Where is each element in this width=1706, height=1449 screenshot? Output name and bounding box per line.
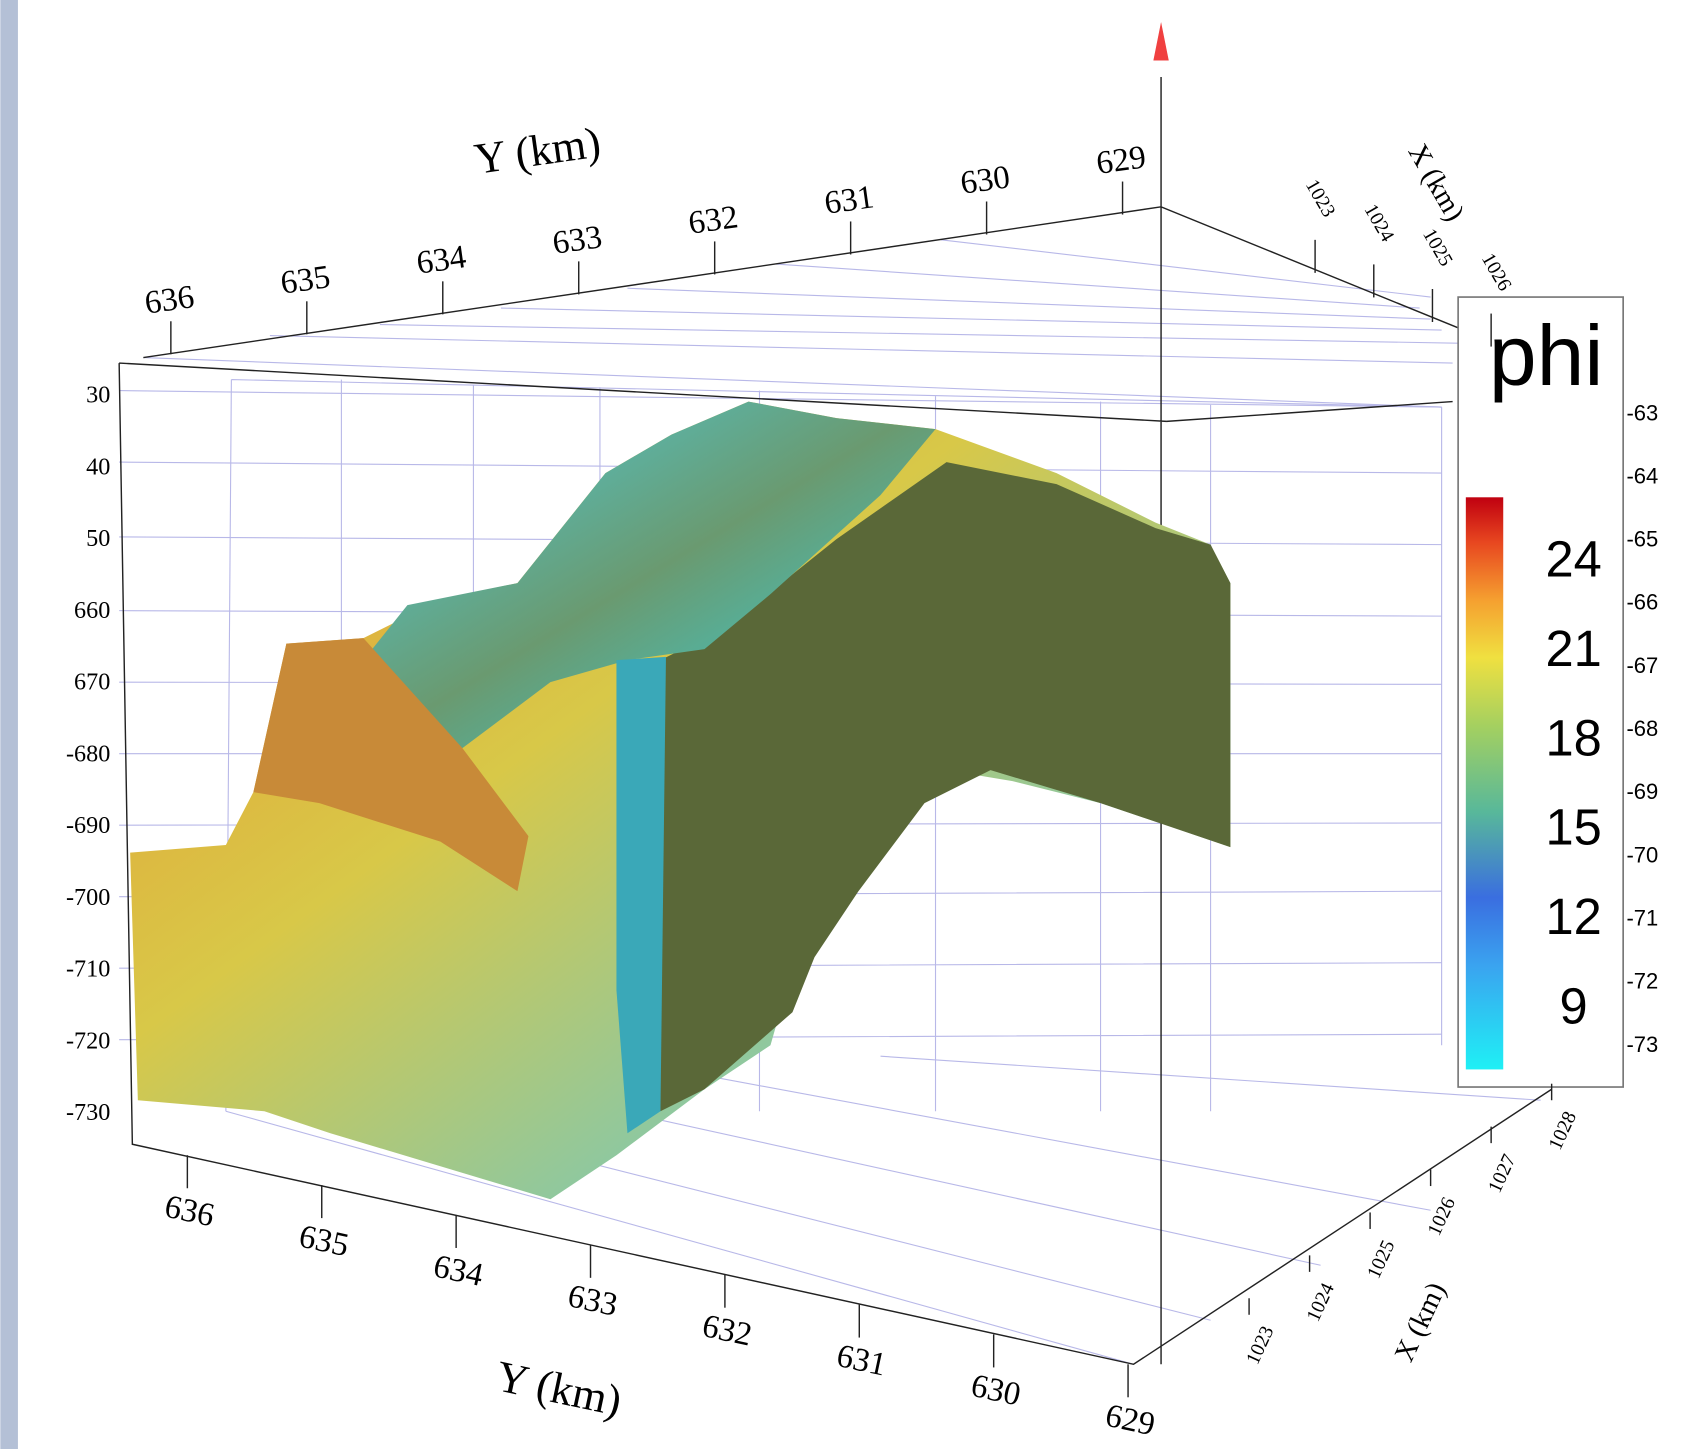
right-z-axis-tick-label: -65	[1626, 527, 1658, 552]
top-x-axis-tick-label: 1026	[1477, 249, 1516, 294]
top-y-axis-tick-label: 632	[686, 199, 740, 242]
right-z-axis-tick-label: -68	[1626, 716, 1658, 741]
colorbar-tick-label: 18	[1546, 709, 1602, 766]
left-z-axis-tick-label: -730	[66, 1099, 110, 1126]
right-z-axis-tick-label: -63	[1626, 400, 1658, 425]
left-z-axis-tick-label: -690	[66, 812, 110, 839]
colorbar-title: phi	[1489, 308, 1604, 404]
top-y-axis-tick-label: 634	[414, 239, 468, 282]
bottom-x-axis-tick-label: 1028	[1544, 1108, 1581, 1153]
axis-arrow	[1153, 22, 1169, 61]
colorbar-tick-label: 9	[1560, 977, 1588, 1034]
right-z-axis-tick-label: -67	[1626, 653, 1658, 678]
left-z-axis-tick-label: -720	[66, 1027, 110, 1054]
colorbar-scale	[1465, 497, 1504, 1070]
bottom-y-axis-tick-label: 629	[1102, 1398, 1158, 1444]
colorbar-tick-label: 12	[1546, 888, 1602, 945]
left-z-axis-tick-label: 50	[86, 525, 110, 552]
terrain	[130, 401, 1231, 1200]
right-z-axis-tick-label: -66	[1626, 590, 1658, 615]
bottom-x-axis-tick-label: 1026	[1423, 1194, 1460, 1239]
right-z-axis-tick-label: -72	[1626, 969, 1658, 994]
top-y-axis-tick-label: 631	[822, 179, 876, 222]
top-y-axis-label: Y (km)	[471, 118, 603, 184]
bottom-y-axis-tick-label: 632	[699, 1308, 755, 1354]
left-z-axis-tick-label: 40	[86, 453, 110, 480]
left-z-axis-tick-label: -710	[66, 956, 110, 983]
colorbar: phi	[1457, 296, 1624, 1088]
bottom-y-axis-label: Y (km)	[492, 1351, 626, 1425]
top-y-axis-tick-label: 636	[142, 279, 196, 322]
colorbar-tick-label: 24	[1546, 531, 1602, 588]
bottom-y-axis-tick-label: 633	[565, 1278, 621, 1324]
top-y-axis-tick-label: 629	[1094, 139, 1148, 182]
left-z-axis-tick-label: 660	[74, 597, 110, 624]
right-z-axis-tick-label: -70	[1626, 842, 1658, 867]
top-x-axis-tick-label: 1024	[1360, 200, 1399, 245]
bottom-x-axis-tick-label: 1027	[1484, 1151, 1521, 1196]
top-x-axis-tick-label: 1025	[1418, 225, 1457, 270]
colorbar-tick-label: 21	[1546, 620, 1602, 677]
right-z-axis-tick-label: -73	[1626, 1032, 1658, 1057]
right-z-axis-tick-label: -64	[1626, 463, 1658, 488]
top-y-axis-tick-label: 635	[278, 259, 332, 302]
bottom-x-axis-tick-label: 1024	[1302, 1280, 1339, 1325]
bottom-x-axis-label: X (km)	[1389, 1278, 1452, 1367]
bottom-y-axis-tick-label: 636	[161, 1189, 217, 1235]
left-z-axis-tick-label: -700	[66, 884, 110, 911]
right-z-axis-tick-label: -71	[1626, 906, 1658, 931]
bottom-y-axis-tick-label: 630	[968, 1368, 1024, 1414]
bottom-x-axis-tick-label: 1023	[1242, 1323, 1279, 1368]
top-y-axis-tick-label: 630	[958, 159, 1012, 202]
bottom-x-axis-tick-label: 1025	[1363, 1237, 1400, 1282]
left-z-axis-tick-label: 30	[86, 382, 110, 409]
left-z-axis-tick-label: 670	[74, 669, 110, 696]
right-z-axis-tick-label: -69	[1626, 779, 1658, 804]
colorbar-tick-label: 15	[1546, 799, 1602, 856]
bottom-y-axis-tick-label: 634	[430, 1248, 486, 1294]
top-x-axis-tick-label: 1023	[1301, 176, 1340, 221]
left-z-axis-tick-label: -680	[66, 740, 110, 767]
top-y-axis-tick-label: 633	[550, 219, 604, 262]
bottom-y-axis-tick-label: 635	[296, 1219, 352, 1265]
side-bar	[0, 0, 18, 1449]
bottom-y-axis-tick-label: 631	[833, 1338, 889, 1384]
top-x-axis-label: X (km)	[1402, 139, 1471, 227]
